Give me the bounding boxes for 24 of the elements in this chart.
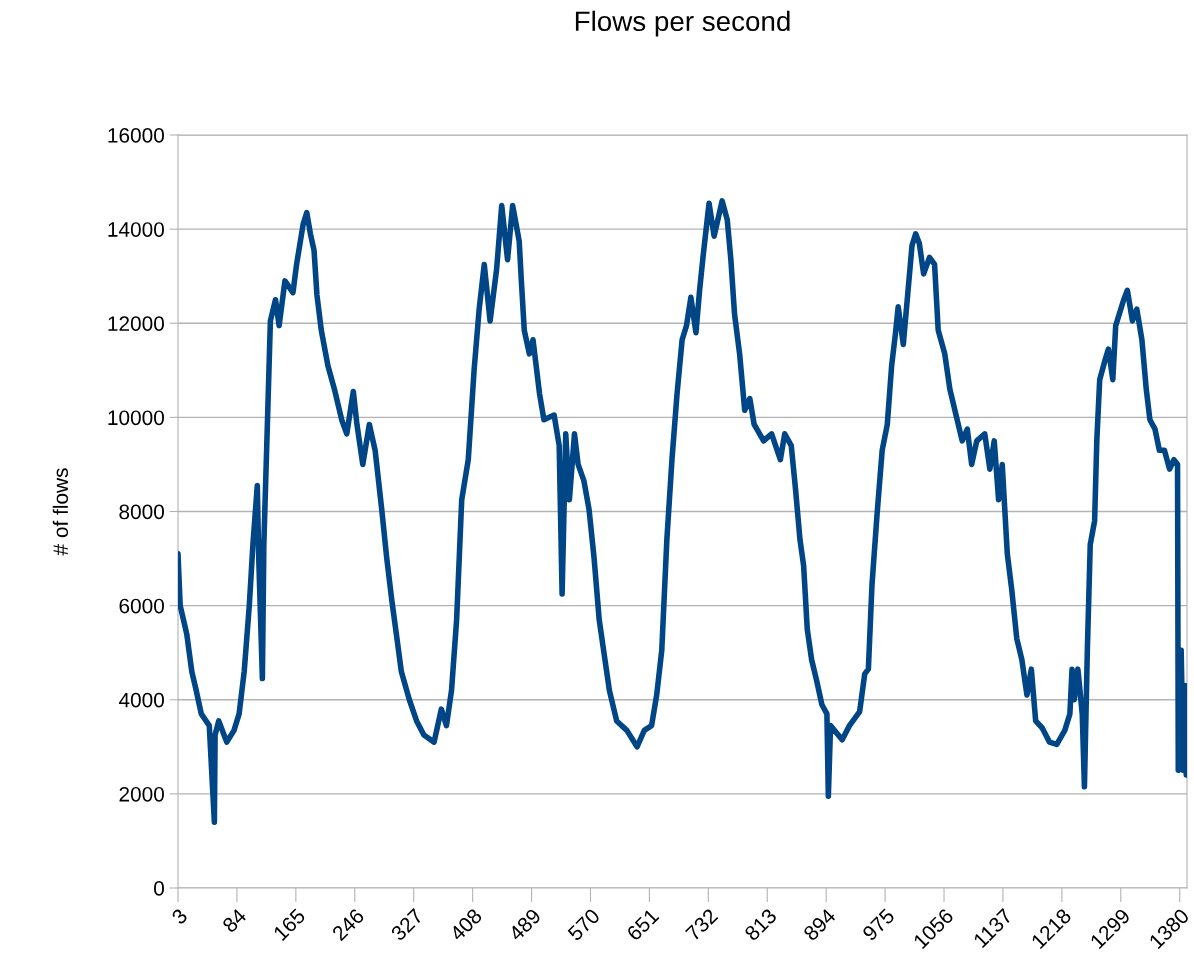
y-tick-label: 16000 — [108, 128, 164, 143]
y-tick-label: 8000 — [119, 504, 164, 520]
x-tick-label: 489 — [507, 907, 542, 942]
y-tick-label: 6000 — [119, 598, 164, 614]
x-tick-label: 84 — [221, 907, 248, 934]
x-tick-label: 813 — [743, 907, 778, 942]
y-tick-label: 14000 — [108, 222, 164, 237]
x-tick-label: 732 — [684, 907, 719, 942]
x-tick-label: 894 — [802, 907, 837, 942]
x-tick-label: 327 — [390, 907, 424, 942]
y-tick-label: 4000 — [118, 692, 164, 708]
y-tick-label: 2000 — [119, 786, 164, 802]
y-tick-label: 12000 — [108, 316, 164, 331]
x-tick-label: 651 — [625, 907, 660, 942]
x-tick-label: 165 — [272, 907, 307, 942]
y-tick-label: 0 — [154, 881, 164, 896]
x-tick-label: 246 — [331, 907, 365, 942]
x-tick-label: 3 — [170, 907, 189, 926]
chart-title: Flows per second — [575, 10, 790, 37]
x-tick-label: 408 — [448, 907, 483, 942]
y-axis-title: # of flows — [52, 468, 69, 556]
x-tick-label: 570 — [566, 907, 601, 942]
y-tick-label: 10000 — [108, 410, 164, 426]
x-tick-label: 975 — [861, 907, 896, 942]
